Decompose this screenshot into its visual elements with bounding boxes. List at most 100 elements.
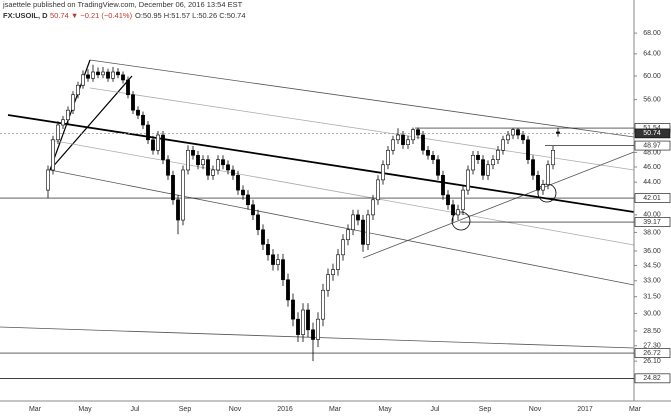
symbol: FX:USOIL, D [3,11,48,20]
price-label: 48.97 [643,142,661,149]
channel-bottom [49,169,635,286]
candle-body [106,71,110,79]
x-tick-label: 2016 [277,406,293,413]
candle-body [286,279,290,301]
candle-body [131,94,135,111]
candle-body [471,154,475,171]
price-change: 50.74 ▼ −0.21 (−0.41%) [50,11,133,20]
price-label-box [634,128,671,139]
price-label: 50.74 [643,130,661,137]
candle-body [221,159,225,166]
candle-body [321,289,325,320]
candle-body [211,169,215,176]
y-tick-label: 60.00 [643,73,661,80]
fork-handle [49,75,133,171]
candle-body [446,194,450,206]
candle-body [181,169,185,221]
candle-body [206,159,210,176]
candle-body [196,154,200,166]
candle-body [401,134,405,145]
candle-body [456,209,460,216]
candle-body [126,79,130,96]
y-tick-label: 36.00 [643,248,661,255]
candle-body [346,229,350,241]
candle-body [61,119,65,126]
y-tick-label: 30.00 [643,310,661,317]
x-tick-label: Jul [131,406,140,413]
x-tick-label: Sep [179,406,192,413]
candle-body [506,134,510,141]
candle-body [246,194,250,206]
candle-body [426,149,430,156]
candle-body [341,239,345,256]
y-tick-label: 27.30 [643,343,661,350]
candle-body [311,329,315,340]
candle-body [146,124,150,141]
price-label: 42.01 [643,195,661,202]
candle-body [326,274,330,291]
candle-body [111,71,115,79]
candle-body [381,164,385,181]
candle-body [91,71,95,79]
candle-body [431,154,435,160]
price-label-box [634,348,671,358]
candle-body [451,204,455,216]
candle-body [101,71,105,76]
channel-inner [49,139,635,246]
x-tick-label: Jul [431,406,440,413]
candle-body [391,139,395,151]
candle-body [481,159,485,176]
candle-body [136,109,140,116]
candle-body [76,84,80,96]
candle-body [406,139,410,145]
y-tick-label: 33.00 [643,278,661,285]
candle-body [296,318,300,335]
candle-body [66,109,70,121]
candle-body [81,74,85,86]
y-tick-label: 68.00 [643,30,661,37]
candle-body [366,214,370,245]
candle-body [156,134,160,151]
candle-body [536,174,540,191]
candle-body [386,149,390,166]
price-label: 39.17 [643,219,661,226]
candle-body [496,149,500,160]
candle-body [96,71,100,76]
candle-body [306,309,310,331]
candle-body [261,229,265,245]
y-tick-label: 31.50 [643,294,661,301]
x-tick-label: May [378,406,392,413]
candle-body [316,318,320,340]
candle-body [531,159,535,176]
candle-body [466,169,470,191]
candle-body [511,129,515,136]
candle-body [411,129,415,141]
candle-body [176,199,180,221]
candle-body [521,134,525,141]
candle-body [201,159,205,166]
candle-body [491,159,495,166]
y-tick-label: 44.00 [643,179,661,186]
x-tick-label: Mar [329,406,342,413]
candle-body [46,169,50,191]
trend-line [362,151,635,259]
price-label-box [634,217,671,227]
candle-body [236,174,240,191]
candle-body [186,149,190,171]
candle-body [436,159,440,176]
candle-body [141,114,145,126]
candle-body [546,164,550,185]
candle-body [251,204,255,216]
candle-body [231,169,235,176]
candle-body [421,134,425,151]
y-tick-label: 40.00 [643,212,661,219]
candle-body [526,139,530,160]
candle-body [361,219,365,245]
candle-body [516,129,520,136]
candle-body [161,134,165,160]
x-tick-label: Nov [229,406,242,413]
channel-inner [89,87,635,171]
price-label: 24.82 [643,375,661,382]
candle-body [241,189,245,196]
